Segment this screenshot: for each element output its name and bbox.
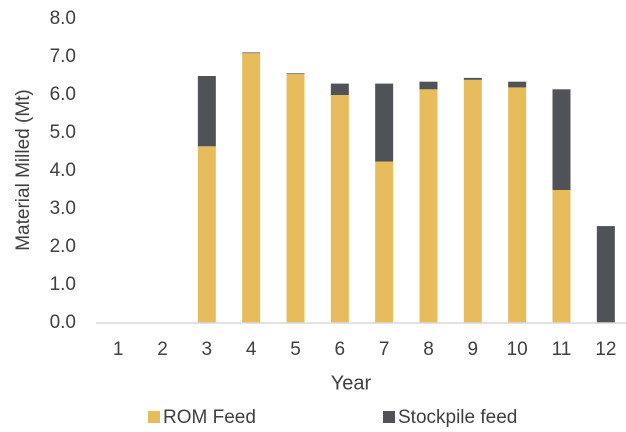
- legend-label: ROM Feed: [163, 407, 256, 428]
- legend-swatch: [383, 411, 395, 423]
- bar-segment: [508, 87, 527, 324]
- bar-segment: [552, 89, 571, 190]
- y-tick-label: 3.0: [50, 198, 76, 219]
- y-tick-label: 4.0: [50, 160, 76, 181]
- bar-segment: [419, 89, 438, 323]
- legend-label: Stockpile feed: [398, 407, 517, 428]
- bar-segment: [375, 83, 394, 162]
- y-tick-label: 1.0: [50, 274, 76, 295]
- x-axis-label: Year: [331, 372, 372, 394]
- bar-segment: [330, 95, 349, 323]
- y-tick-label: 8.0: [50, 8, 76, 29]
- y-tick-label: 2.0: [50, 236, 76, 257]
- x-tick-label: 3: [202, 339, 213, 360]
- x-tick-label: 12: [595, 339, 616, 360]
- bar-segment: [242, 52, 261, 54]
- bar-segment: [286, 74, 305, 323]
- y-tick-label: 7.0: [50, 46, 76, 67]
- legend-swatch: [148, 411, 160, 423]
- x-tick-label: 6: [335, 339, 346, 360]
- x-tick-label: 7: [379, 339, 390, 360]
- bar-segment: [463, 77, 482, 80]
- x-tick-label: 1: [113, 339, 124, 360]
- bar-segment: [463, 79, 482, 323]
- bar-segment: [419, 81, 438, 90]
- bar-segment: [375, 161, 394, 323]
- x-tick-label: 5: [290, 339, 301, 360]
- bar-segment: [242, 53, 261, 323]
- bar-segment: [508, 81, 527, 88]
- x-tick-label: 2: [157, 339, 168, 360]
- bar-segment: [330, 83, 349, 95]
- y-tick-label: 0.0: [50, 312, 76, 333]
- bar-segment: [552, 190, 571, 323]
- bar-segment: [286, 73, 305, 75]
- y-tick-label: 6.0: [50, 84, 76, 105]
- bar-segment: [197, 76, 216, 147]
- bar-segment: [197, 146, 216, 323]
- x-tick-label: 11: [552, 339, 572, 360]
- bar-segment: [596, 226, 615, 323]
- y-tick-label: 5.0: [50, 122, 76, 143]
- x-tick-label: 4: [246, 339, 257, 360]
- y-axis-label: Material Milled (Mt): [13, 89, 34, 251]
- x-tick-label: 8: [423, 339, 434, 360]
- x-tick-label: 10: [507, 339, 528, 360]
- x-tick-label: 9: [468, 339, 479, 360]
